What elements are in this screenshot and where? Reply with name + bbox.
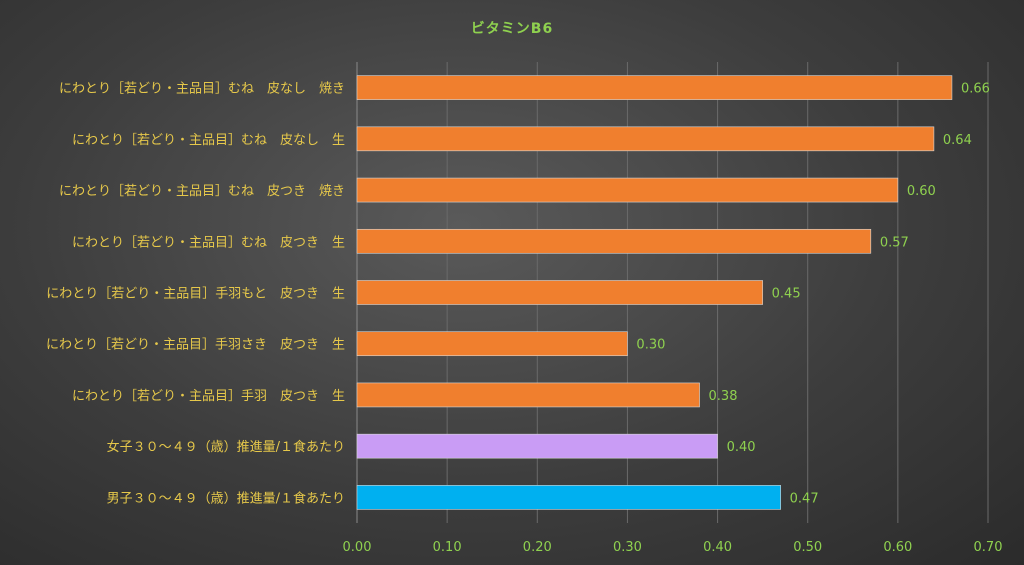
category-label: 女子３０～４９（歳）推進量/１食あたり [107, 439, 345, 455]
bar [356, 228, 872, 254]
x-tick-label: 0.50 [793, 540, 822, 555]
data-label: 0.64 [943, 133, 972, 148]
data-label: 0.60 [907, 184, 936, 199]
bar [356, 75, 953, 100]
category-label: にわとり［若どり・主品目］むね 皮なし 焼き [59, 81, 345, 97]
data-label: 0.47 [790, 491, 819, 506]
x-tick-label: 0.00 [343, 540, 372, 555]
category-label: にわとり［若どり・主品目］手羽もと 皮つき 生 [46, 286, 345, 302]
x-tick-label: 0.30 [613, 540, 642, 555]
bar [356, 126, 935, 152]
bar [356, 177, 899, 203]
x-tick-label: 0.60 [883, 540, 912, 555]
data-label: 0.57 [880, 235, 909, 250]
category-label: にわとり［若どり・主品目］むね 皮つき 焼き [59, 183, 345, 199]
x-tick-label: 0.20 [523, 540, 552, 555]
category-label: にわとり［若どり・主品目］手羽さき 皮つき 生 [46, 337, 345, 353]
bar [356, 331, 628, 357]
category-label: 男子３０～４９（歳）推進量/１食あたり [107, 490, 345, 506]
data-label: 0.38 [709, 389, 738, 404]
bar [356, 485, 781, 510]
x-tick-label: 0.10 [433, 540, 462, 555]
labels: 0.00 0.10 0.20 0.30 0.40 0.50 0.60 0.70 にわとり［若どり… [46, 81, 1002, 555]
data-label: 0.40 [727, 440, 756, 455]
category-label: にわとり［若どり・主品目］むね 皮なし 生 [72, 132, 345, 148]
category-label: にわとり［若どり・主品目］手羽 皮つき 生 [72, 388, 345, 404]
x-tick-label: 0.40 [703, 540, 732, 555]
chart-title: ビタミンB6 [470, 21, 554, 37]
data-label: 0.66 [961, 82, 990, 97]
bar [356, 382, 700, 408]
data-label: 0.30 [636, 338, 665, 353]
bar [356, 433, 718, 459]
category-label: にわとり［若どり・主品目］むね 皮つき 生 [72, 234, 345, 250]
bar [356, 280, 763, 305]
x-tick-label: 0.70 [974, 540, 1003, 555]
data-label: 0.45 [772, 287, 801, 302]
bars [356, 75, 953, 510]
